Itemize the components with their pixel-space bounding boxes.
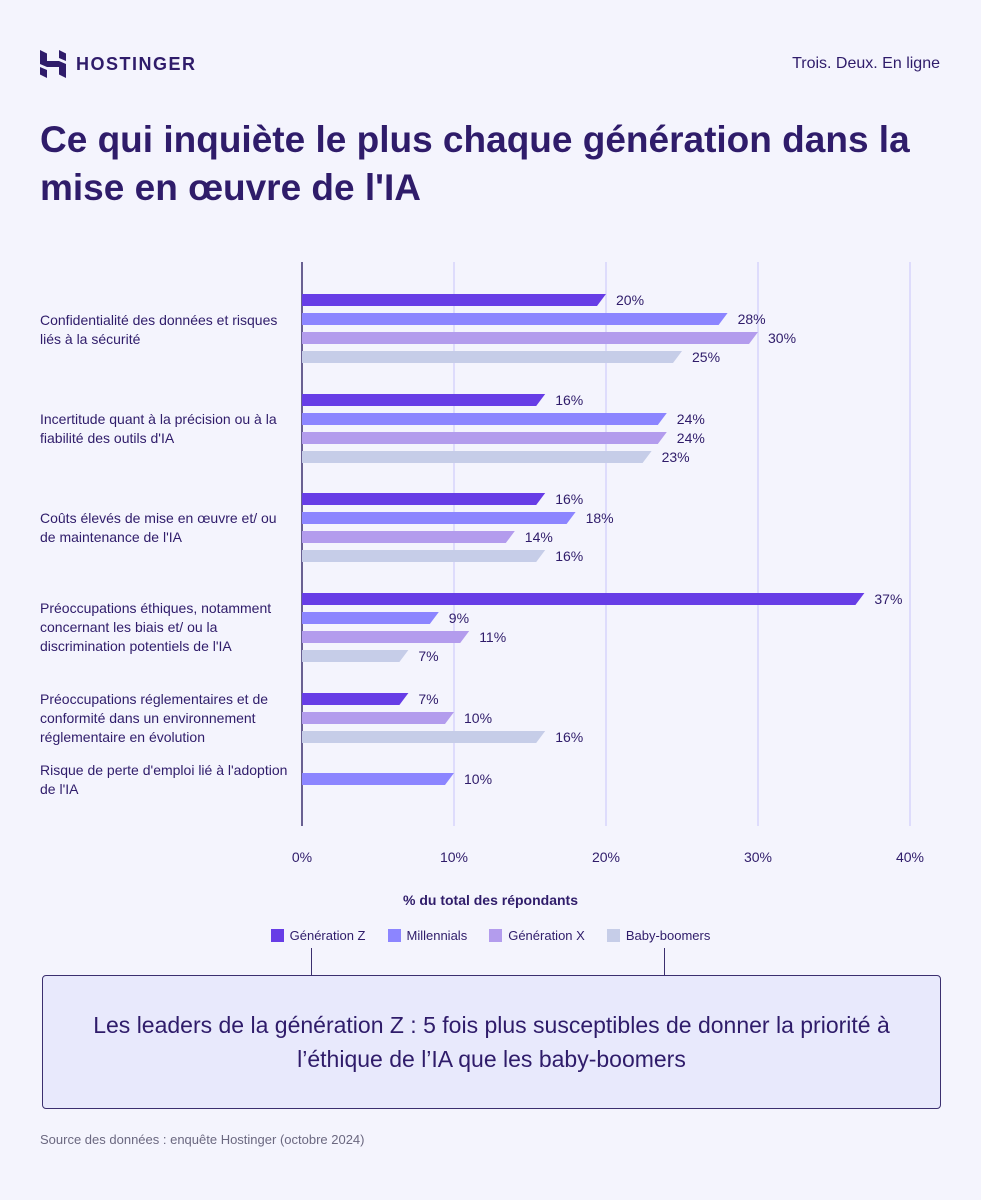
data-label: 30% [768,330,796,346]
bar [302,294,606,306]
hostinger-logo: HOSTINGER [40,50,197,78]
legend-label: Millennials [406,928,468,943]
bar [302,593,865,605]
legend: Génération Z Millennials Génération X Ba… [0,928,981,943]
category-label: Risque de perte d'emploi lié à l'adoptio… [40,762,288,797]
bar [302,531,515,543]
x-tick-label: 10% [440,849,468,865]
bar [302,631,470,643]
data-label: 16% [555,392,583,408]
bar [302,773,454,785]
bar [302,432,667,444]
bar [302,712,454,724]
data-label: 14% [525,529,553,545]
callout-box: Les leaders de la génération Z : 5 fois … [42,975,941,1109]
x-axis-label: % du total des répondants [402,892,578,908]
data-label: 28% [738,311,766,327]
callout-connector [311,948,312,976]
legend-label: Génération Z [289,928,366,943]
data-label: 37% [874,591,902,607]
data-label: 24% [677,411,705,427]
category-label: Préoccupations éthiques, notamment conce… [40,600,272,654]
x-tick-label: 30% [744,849,772,865]
legend-item: Baby-boomers [606,928,711,943]
data-label: 10% [464,710,492,726]
legend-item: Millennials [387,928,468,943]
tagline: Trois. Deux. En ligne [792,55,940,72]
hostinger-h-icon [40,50,66,78]
category-label: Incertitude quant à la précision ou à la… [40,411,277,446]
bar [302,351,682,363]
x-tick-label: 0% [292,849,312,865]
bar [302,493,546,505]
legend-item: Génération Z [270,928,366,943]
bar [302,413,667,425]
data-label: 18% [586,510,614,526]
data-label: 24% [677,430,705,446]
category-label: Confidentialité des données et risques l… [40,312,278,347]
bar [302,332,758,344]
legend-swatch [489,929,503,942]
data-label: 20% [616,292,644,308]
bar [302,550,546,562]
data-label: 16% [555,548,583,564]
data-label: 25% [692,349,720,365]
bar [302,313,728,325]
bar [302,693,409,705]
category-label: Coûts élevés de mise en œuvre et/ ou de … [40,510,277,545]
data-label: 16% [555,491,583,507]
legend-swatch [270,929,284,942]
legend-item: Génération X [489,928,585,943]
data-label: 9% [449,610,469,626]
legend-swatch [387,929,401,942]
callout-connector [664,948,665,976]
legend-label: Baby-boomers [625,928,711,943]
page-title: Ce qui inquiète le plus chaque génératio… [40,119,910,208]
x-tick-label: 40% [896,849,924,865]
data-label: 7% [418,691,438,707]
bar-chart: 0% 10% 20% 30% 40%20%28%30%25%16%24%24%23%16… [292,262,924,865]
bar [302,451,652,463]
bar [302,731,546,743]
data-label: 10% [464,771,492,787]
data-label: 16% [555,729,583,745]
bar [302,512,576,524]
bar [302,394,546,406]
bar [302,612,439,624]
brand-name: HOSTINGER [76,53,197,74]
legend-swatch [606,929,620,942]
data-label: 7% [418,648,438,664]
x-tick-label: 20% [592,849,620,865]
data-label: 23% [662,449,690,465]
bar [302,650,409,662]
source-note: Source des données : enquête Hostinger (… [40,1132,365,1147]
category-label: Préoccupations réglementaires et de conf… [40,691,269,745]
data-label: 11% [479,629,506,645]
legend-label: Génération X [508,928,585,943]
